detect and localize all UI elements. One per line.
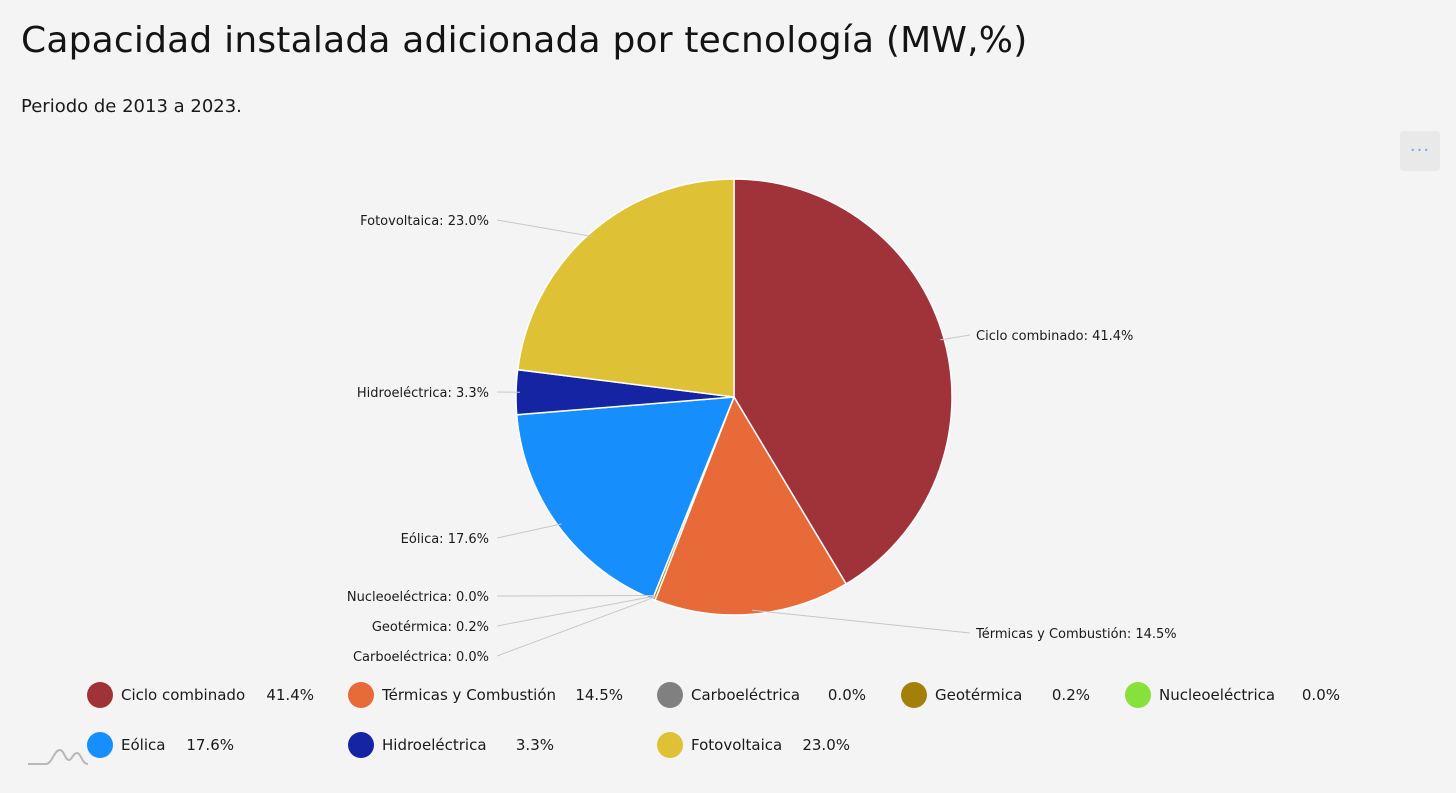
- data-label-eolica: Eólica: 17.6%: [401, 532, 489, 547]
- legend-item-fotovoltaica[interactable]: Fotovoltaica: [657, 729, 782, 761]
- legend-swatch: [657, 732, 683, 758]
- legend-label: Nucleoeléctrica: [1159, 686, 1276, 704]
- data-label-hidroelectrica: Hidroeléctrica: 3.3%: [357, 386, 489, 401]
- legend-item-hidroelectrica[interactable]: Hidroeléctrica: [348, 729, 487, 761]
- ellipsis-icon: ···: [1409, 140, 1431, 161]
- connector-line-fotovoltaica: [496, 219, 593, 237]
- connector-line-carboelectrica: [496, 595, 657, 657]
- legend-label: Térmicas y Combustión: [382, 686, 557, 704]
- data-label-fotovoltaica: Fotovoltaica: 23.0%: [360, 214, 489, 229]
- legend-item-carboelectrica[interactable]: Carboeléctrica: [657, 679, 800, 711]
- chart-subtitle: Periodo de 2013 a 2023.: [21, 96, 242, 117]
- legend-value-geotermica: 0.2%: [1051, 686, 1090, 704]
- connector-line-ciclo-combinado: [940, 334, 971, 341]
- legend-swatch: [87, 732, 113, 758]
- legend-label: Eólica: [121, 736, 166, 754]
- pie-slice-termicas-y-combustion[interactable]: [654, 395, 848, 616]
- legend-label: Carboeléctrica: [691, 686, 801, 704]
- legend-swatch: [348, 732, 374, 758]
- connector-line-geotermica: [496, 595, 656, 627]
- pie-slice-fotovoltaica[interactable]: [516, 178, 735, 398]
- legend-swatch: [657, 682, 683, 708]
- legend-swatch: [87, 682, 113, 708]
- connector-line-nucleoelectrica: [496, 594, 654, 597]
- legend-item-eolica[interactable]: Eólica: [87, 729, 165, 761]
- data-label-ciclo-combinado: Ciclo combinado: 41.4%: [976, 329, 1133, 344]
- legend-label: Ciclo combinado: [121, 686, 246, 704]
- data-label-nucleoelectrica: Nucleoeléctrica: 0.0%: [347, 590, 489, 605]
- legend-value-hidroelectrica: 3.3%: [515, 736, 554, 754]
- connector-line-eolica: [496, 523, 562, 539]
- data-label-geotermica: Geotérmica: 0.2%: [372, 620, 489, 635]
- data-label-carboelectrica: Carboeléctrica: 0.0%: [353, 650, 489, 665]
- pie-slice-eolica[interactable]: [515, 396, 736, 601]
- legend-value-ciclo-combinado: 41.4%: [266, 686, 314, 704]
- legend-value-termicas-y-combustion: 14.5%: [575, 686, 623, 704]
- legend-swatch: [348, 682, 374, 708]
- legend-item-termicas-y-combustion[interactable]: Térmicas y Combustión: [348, 679, 556, 711]
- legend-value-nucleoelectrica: 0.0%: [1301, 686, 1340, 704]
- legend-item-geotermica[interactable]: Geotérmica: [901, 679, 1022, 711]
- legend-label: Hidroeléctrica: [382, 736, 487, 754]
- legend-value-carboelectrica: 0.0%: [827, 686, 866, 704]
- brand-logo-icon: [28, 748, 89, 765]
- legend-swatch: [1125, 682, 1151, 708]
- chart-title: Capacidad instalada adicionada por tecno…: [21, 20, 1028, 61]
- connector-line-termicas-y-combustion: [752, 609, 971, 634]
- legend-label: Fotovoltaica: [691, 736, 783, 754]
- legend-item-ciclo-combinado[interactable]: Ciclo combinado: [87, 679, 245, 711]
- chart-menu-button[interactable]: ···: [1400, 131, 1440, 171]
- legend-value-fotovoltaica: 23.0%: [802, 736, 850, 754]
- data-label-termicas-y-combustion: Térmicas y Combustión: 14.5%: [975, 627, 1177, 642]
- legend-item-nucleoelectrica[interactable]: Nucleoeléctrica: [1125, 679, 1275, 711]
- legend-swatch: [901, 682, 927, 708]
- legend-label: Geotérmica: [935, 686, 1023, 704]
- legend-value-eolica: 17.6%: [186, 736, 234, 754]
